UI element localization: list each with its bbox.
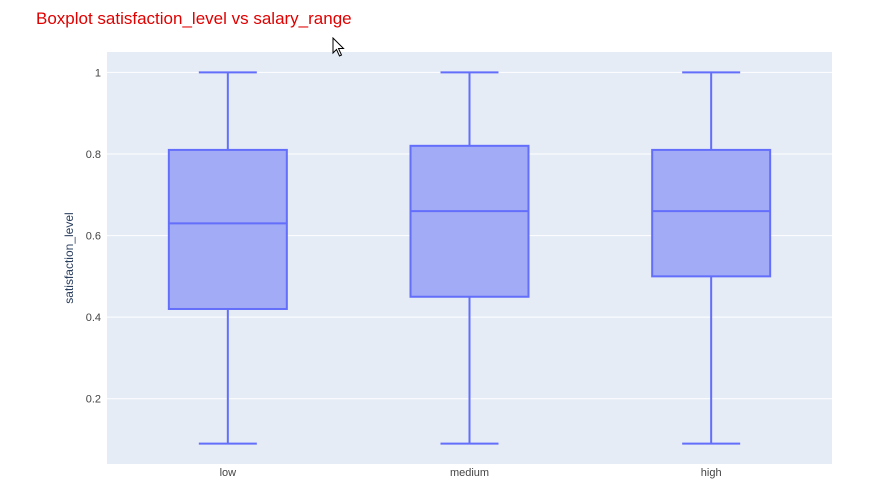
y-tick-label: 0.8 [86,149,101,161]
box-medium [409,71,530,445]
y-tick-label: 1 [95,67,101,79]
x-tick-label: low [220,467,237,479]
y-axis-label: satisfaction_level [62,212,76,303]
y-axis-ticks: 0.2 0.4 0.6 0.8 1 [86,67,101,405]
x-tick-label: medium [450,467,489,479]
iqr-box [167,148,288,310]
iqr-box [651,148,772,278]
chart-title: Boxplot satisfaction_level vs salary_ran… [36,9,352,28]
y-tick-label: 0.6 [86,231,101,243]
x-tick-label: high [701,467,722,479]
box-series [167,71,772,445]
mouse-cursor-icon [332,37,345,57]
y-tick-label: 0.2 [86,394,101,406]
iqr-box [409,144,530,298]
x-axis-ticks: low medium high [220,467,722,479]
box-low [167,71,288,445]
y-tick-label: 0.4 [86,312,101,324]
box-high [651,71,772,445]
